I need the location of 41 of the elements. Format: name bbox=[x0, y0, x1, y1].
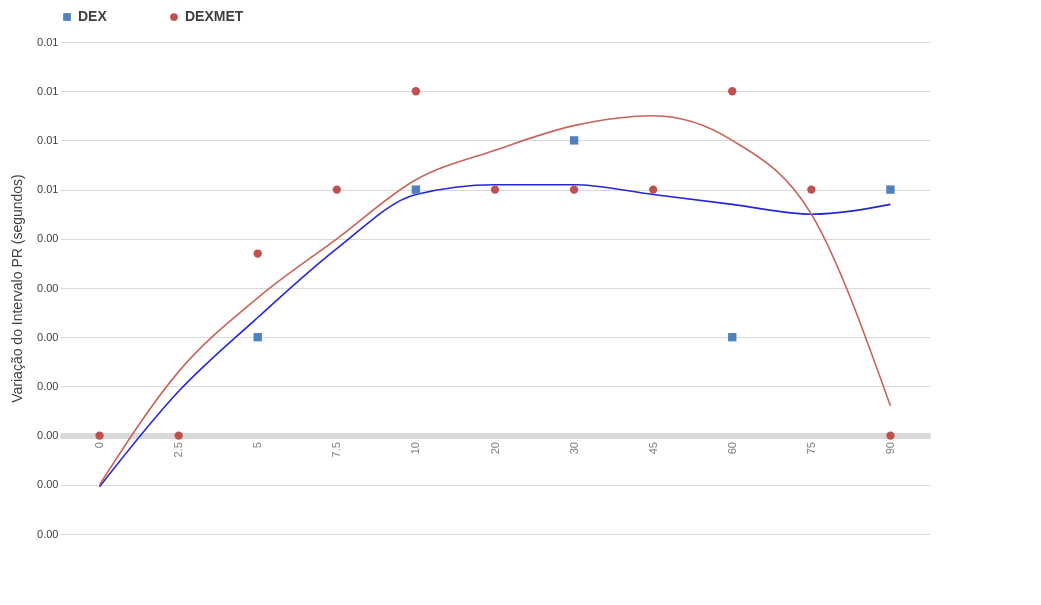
legend-label: DEXMET bbox=[185, 8, 244, 24]
point bbox=[886, 185, 895, 194]
y-tick-label: 0.01 bbox=[37, 183, 59, 196]
x-tick-label: 0 bbox=[93, 442, 106, 449]
x-tick-label: 20 bbox=[488, 442, 501, 455]
y-tick-label: 0.01 bbox=[37, 133, 59, 146]
point bbox=[886, 431, 895, 440]
point bbox=[728, 333, 737, 342]
x-tick-label: 75 bbox=[804, 442, 817, 455]
point bbox=[569, 185, 579, 194]
point bbox=[649, 185, 658, 194]
point bbox=[253, 249, 262, 258]
point bbox=[411, 185, 421, 194]
point bbox=[253, 333, 262, 342]
x-tick-label: 7.5 bbox=[330, 442, 343, 458]
point bbox=[569, 136, 579, 145]
x-tick-label: 30 bbox=[567, 442, 580, 455]
y-tick-label: 0.01 bbox=[37, 84, 59, 97]
x-tick-label: 90 bbox=[883, 442, 896, 455]
point bbox=[728, 87, 737, 96]
x-tick-label: 2.5 bbox=[172, 442, 185, 458]
y-tick-label: 0.00 bbox=[37, 232, 59, 245]
y-tick-label: 0.00 bbox=[37, 429, 59, 442]
y-tick-label: 0.00 bbox=[37, 281, 59, 294]
legend-label: DEX bbox=[78, 8, 108, 24]
x-tick-label: 5 bbox=[251, 442, 264, 449]
point bbox=[332, 185, 341, 194]
y-tick-label: 0.00 bbox=[37, 527, 59, 540]
x-tick-label: 10 bbox=[409, 442, 422, 455]
y-tick-label: 0.00 bbox=[37, 478, 59, 491]
y-tick-label: 0.00 bbox=[37, 379, 59, 392]
point bbox=[174, 431, 183, 440]
point bbox=[807, 185, 816, 194]
y-tick-label: 0.00 bbox=[37, 330, 59, 343]
point bbox=[490, 185, 500, 194]
y-axis-title: Variação do Intervalo PR (segundos) bbox=[9, 174, 26, 403]
x-tick-label: 60 bbox=[725, 442, 738, 455]
point bbox=[411, 87, 421, 96]
point bbox=[95, 431, 104, 440]
x-tick-label: 45 bbox=[646, 442, 659, 455]
y-tick-label: 0.01 bbox=[37, 35, 59, 48]
